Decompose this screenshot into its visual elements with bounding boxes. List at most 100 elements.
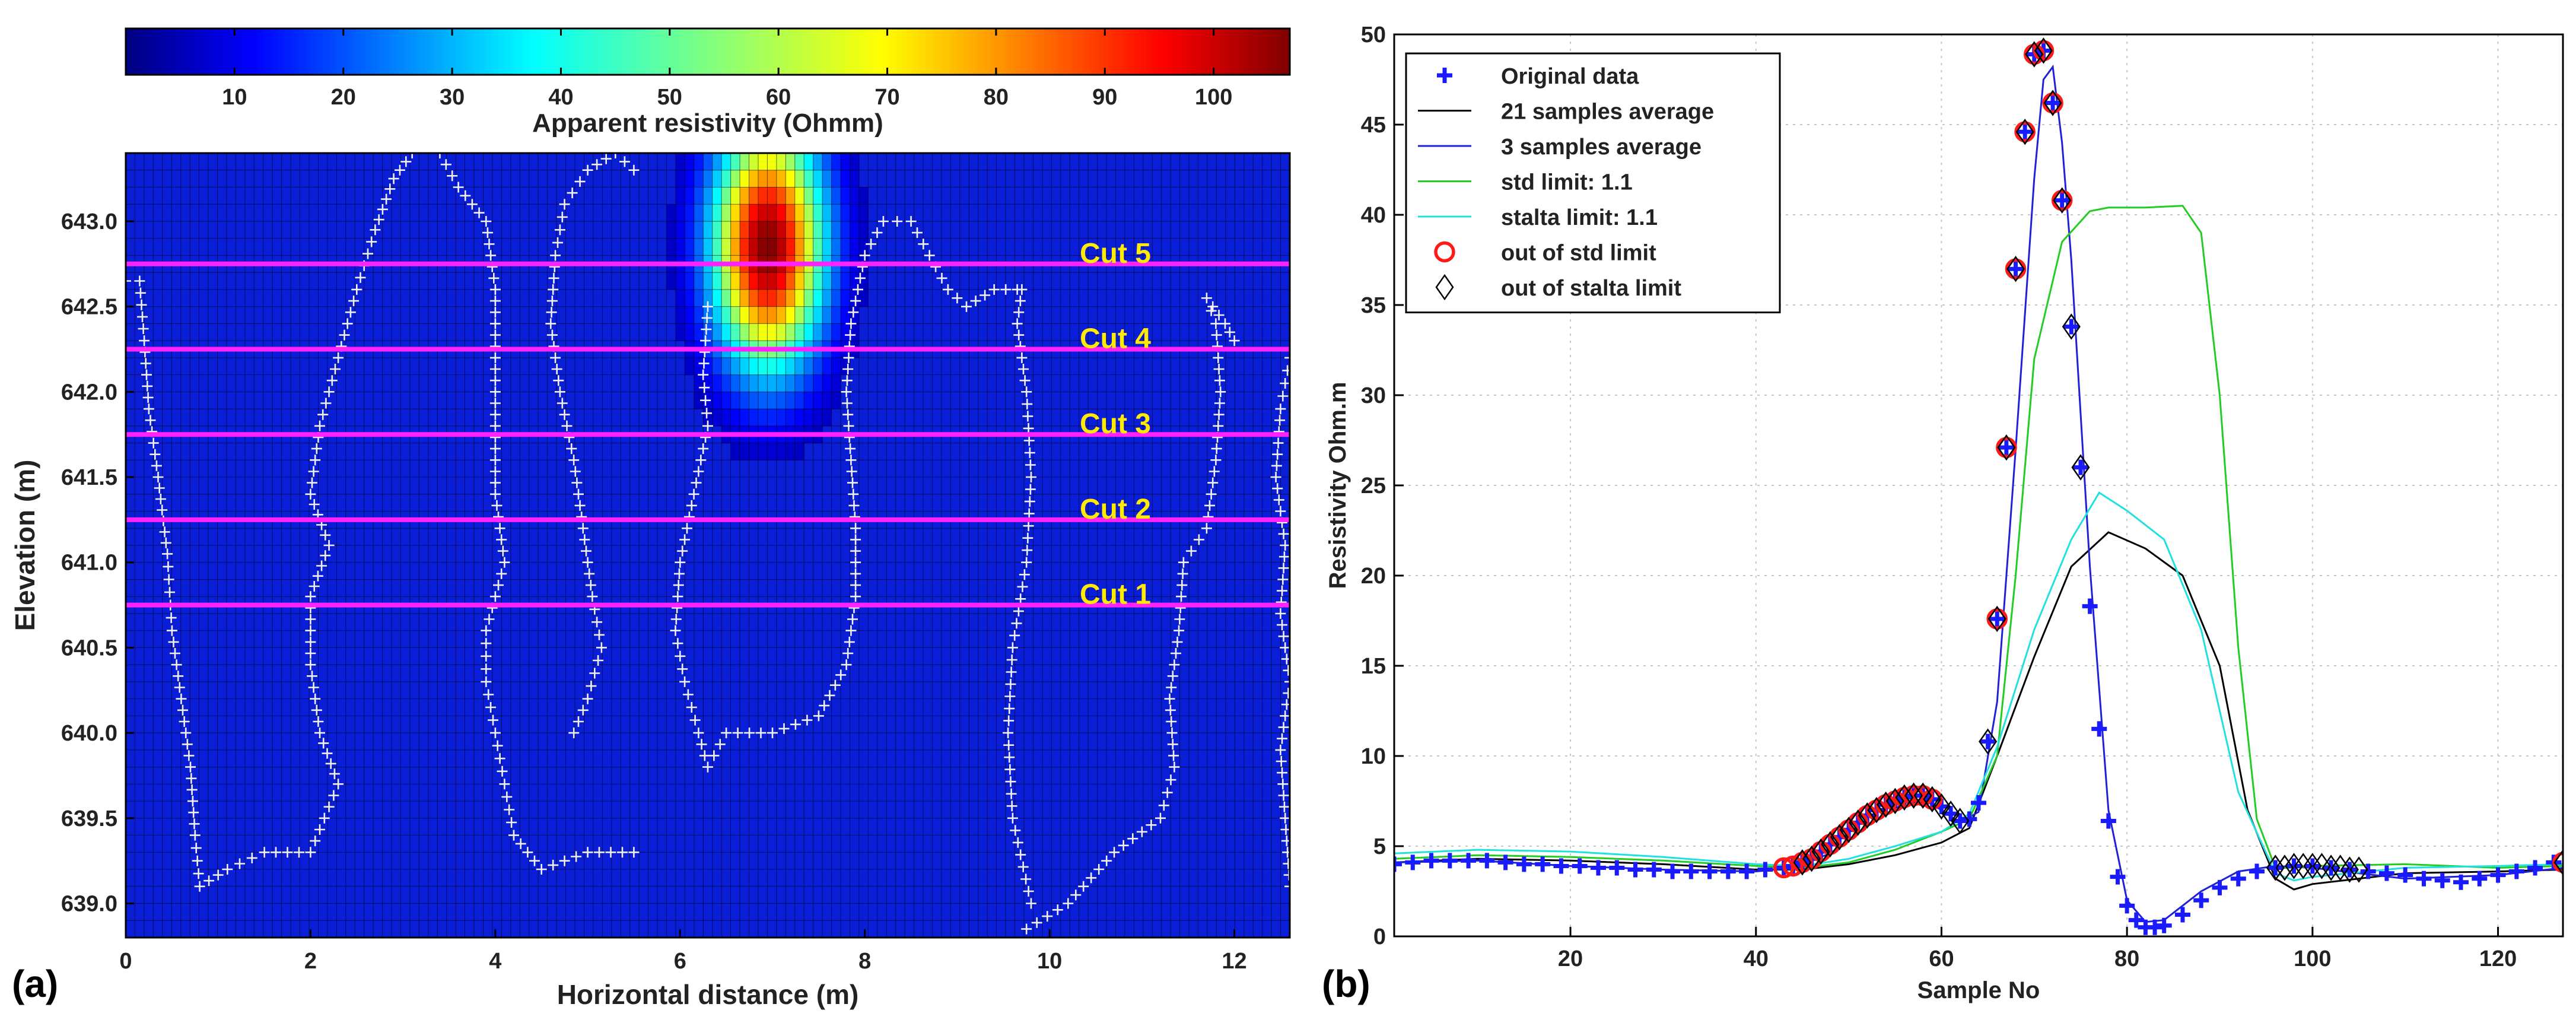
point-out-of-stalta-limit (1932, 793, 1951, 820)
heatmap-cell (721, 374, 732, 392)
y-tick-label-a: 642.5 (61, 295, 117, 320)
point-out-of-stalta-limit (1858, 802, 1877, 829)
colorbar-gradient (125, 27, 1291, 76)
y-axis-label-a: Elevation (m) (9, 460, 40, 631)
heatmap-cell (813, 306, 823, 324)
heatmap-cell (813, 289, 823, 307)
point-original-data (2416, 870, 2432, 887)
heatmap-cell (813, 357, 823, 376)
point-original-data (2304, 858, 2320, 874)
heatmap-cell (831, 153, 841, 171)
heatmap-cell (675, 238, 685, 256)
heatmap-cells (666, 153, 869, 460)
cut-label: Cut 1 (1080, 579, 1151, 611)
heatmap-cell (804, 392, 814, 409)
point-out-of-stalta-limit (2266, 854, 2285, 881)
point-out-of-stalta-limit (2294, 853, 2313, 879)
heatmap-cell (850, 221, 860, 239)
point-original-data (2249, 863, 2265, 879)
panel-label-a: (a) (12, 962, 58, 1005)
y-tick-label-b: 50 (1361, 23, 1386, 47)
heatmap-cell (767, 272, 777, 290)
point-original-data (1702, 863, 1718, 879)
cut-label: Cut 4 (1080, 323, 1151, 355)
heatmap-cell (758, 204, 768, 222)
colorbar-tick-label: 90 (1092, 85, 1117, 110)
heatmap-cell (749, 374, 759, 392)
heatmap-cell (831, 187, 841, 205)
point-original-data (2008, 261, 2024, 277)
heatmap-cell (858, 238, 869, 256)
point-original-data (1590, 860, 1606, 876)
heatmap-cell (712, 153, 722, 171)
heatmap-cell (712, 272, 722, 290)
heatmap-cell (831, 357, 841, 376)
point-out-of-stalta-limit (1895, 784, 1914, 811)
cut-label: Cut 5 (1080, 238, 1151, 269)
point-original-data (1516, 856, 1532, 872)
point-out-of-stalta-limit (2015, 118, 2034, 145)
heatmap-cell (703, 221, 713, 239)
heatmap-cell (794, 443, 804, 460)
heatmap-cell (675, 306, 685, 324)
heatmap-cell (776, 306, 786, 324)
heatmap-cell (749, 443, 759, 460)
point-original-data (2110, 869, 2126, 885)
heatmap-cell (703, 306, 713, 324)
legend-box (1405, 52, 1781, 313)
heatmap-cell (785, 221, 796, 239)
point-out-of-stalta-limit (1941, 800, 1960, 827)
heatmap-cell (785, 238, 796, 256)
colorbar-ticks: 10 20 30 40 50 60 70 80 90 100 (222, 28, 1232, 110)
heatmap-cell (712, 392, 722, 409)
x-tick-label-a: 10 (1037, 949, 1062, 974)
heatmap-cell (694, 204, 704, 222)
heatmap-cell (712, 323, 722, 341)
heatmap-cell (730, 392, 740, 409)
heatmap-cell (703, 272, 713, 290)
point-out-of-stalta-limit (1802, 846, 1821, 872)
point-original-data (1961, 811, 1977, 827)
contour-line (434, 153, 640, 875)
point-out-of-std-limit (1773, 857, 1795, 879)
heatmap-cell (721, 272, 732, 290)
x-tick-label-b: 80 (2114, 946, 2139, 971)
point-out-of-stalta-limit (1951, 808, 1970, 834)
point-out-of-stalta-limit (2071, 454, 2090, 481)
point-original-data (2360, 863, 2376, 879)
heatmap-cell (850, 187, 860, 205)
heatmap-cell (712, 204, 722, 222)
heatmap-cell (841, 289, 851, 307)
heatmap-cell (841, 221, 851, 239)
heatmap-cell (794, 170, 804, 188)
heatmap-cell (767, 221, 777, 239)
heatmap-cell (703, 153, 713, 171)
point-out-of-stalta-limit (1904, 782, 1923, 809)
heatmap-cell (740, 170, 750, 188)
y-tick-label-b: 15 (1361, 654, 1386, 679)
point-out-of-stalta-limit (2349, 856, 2368, 883)
x-tick-label-a: 0 (119, 949, 132, 974)
point-original-data (1442, 853, 1458, 869)
cut-label: Cut 3 (1080, 408, 1151, 440)
heatmap-cell (785, 170, 796, 188)
legend-entry: out of std limit (1501, 241, 1656, 266)
point-out-of-stalta-limit (2553, 849, 2563, 876)
heatmap-cell (841, 204, 851, 222)
heatmap-cell (850, 170, 860, 188)
heatmap-cell (758, 374, 768, 392)
point-original-data (2323, 860, 2339, 876)
x-tick-label-b: 120 (2479, 946, 2517, 971)
heatmap-frame (125, 152, 1291, 939)
heatmap-cell (712, 289, 722, 307)
legend-entry: stalta limit: 1.1 (1501, 205, 1658, 230)
point-out-of-stalta-limit (1793, 849, 1812, 876)
heatmap-cell (758, 238, 768, 256)
point-original-data (2434, 872, 2450, 888)
y-tick-label-b: 35 (1361, 293, 1386, 318)
point-original-data (1998, 440, 2014, 456)
heatmap-cell (740, 409, 750, 427)
heatmap-cell (776, 323, 786, 341)
heatmap-cell (776, 170, 786, 188)
